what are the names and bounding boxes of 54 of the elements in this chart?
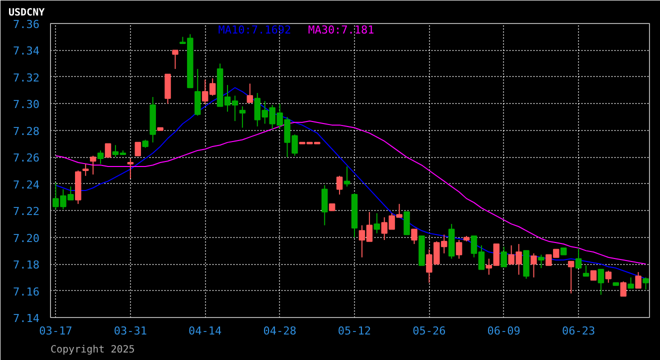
x-tick-label: 04-28	[263, 324, 296, 338]
y-tick-label: 7.14	[13, 312, 40, 325]
candlestick	[344, 166, 350, 188]
y-tick-label: 7.28	[13, 124, 40, 138]
candlestick	[172, 50, 178, 70]
candlestick	[82, 163, 89, 176]
candlestick	[628, 276, 634, 289]
x-tick-label: 03-17	[39, 324, 72, 338]
text: MA30:7.181	[308, 24, 374, 36]
candlestick	[134, 142, 141, 156]
candlestick	[239, 106, 246, 128]
candlestick	[620, 280, 626, 297]
candlestick	[582, 264, 590, 277]
candlestick	[590, 270, 597, 281]
y-tick-label: 7.24	[13, 178, 40, 192]
candlestick	[568, 260, 574, 294]
candlestick	[127, 158, 134, 180]
y-tick-label: 7.30	[13, 98, 40, 112]
candlestick	[538, 254, 544, 269]
candlestick	[500, 246, 507, 268]
candlestick	[605, 270, 612, 284]
y-tick-label: 7.34	[13, 44, 40, 58]
candlestick	[530, 252, 537, 278]
candlestick	[374, 212, 380, 234]
candlestick	[90, 155, 96, 176]
chart-title: USDCNY	[8, 8, 45, 18]
candlestick	[194, 68, 201, 116]
candlestick	[104, 143, 112, 158]
y-tick-label: 7.22	[13, 205, 40, 218]
x-tick-label: 04-14	[188, 324, 222, 338]
candlestick	[456, 239, 462, 260]
candlestick	[97, 150, 104, 164]
candlestick	[635, 272, 642, 289]
candlestick	[246, 83, 254, 103]
x-tick-label: 05-12	[338, 324, 372, 338]
candlestick	[642, 276, 649, 290]
x-tick-label: 06-23	[562, 324, 596, 338]
candlestick	[321, 184, 328, 226]
y-tick-label: 7.18	[13, 258, 40, 272]
candlestick	[575, 248, 582, 269]
text: MA10:7.1692	[218, 24, 292, 36]
y-tick-label: 7.20	[13, 232, 40, 245]
y-tick-label: 7.26	[13, 152, 40, 165]
y-tick-label: 7.16	[13, 285, 40, 298]
candlestick	[404, 211, 410, 236]
candlestick	[411, 228, 418, 244]
y-tick-label: 7.36	[13, 18, 40, 31]
x-tick-label: 06-09	[487, 324, 520, 338]
candlestick	[598, 268, 604, 296]
candlestick	[336, 175, 343, 196]
text: Copyright 2025	[50, 344, 135, 356]
x-tick-label: 03-31	[114, 324, 147, 338]
x-tick-label: 05-26	[412, 324, 446, 338]
y-tick-label: 7.32	[13, 71, 40, 84]
